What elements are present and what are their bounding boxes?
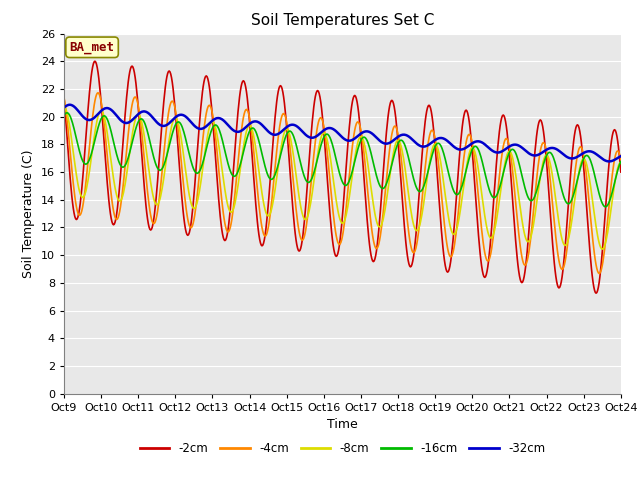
Legend: -2cm, -4cm, -8cm, -16cm, -32cm: -2cm, -4cm, -8cm, -16cm, -32cm <box>135 437 550 460</box>
X-axis label: Time: Time <box>327 418 358 431</box>
Title: Soil Temperatures Set C: Soil Temperatures Set C <box>251 13 434 28</box>
Y-axis label: Soil Temperature (C): Soil Temperature (C) <box>22 149 35 278</box>
Text: BA_met: BA_met <box>70 41 115 54</box>
